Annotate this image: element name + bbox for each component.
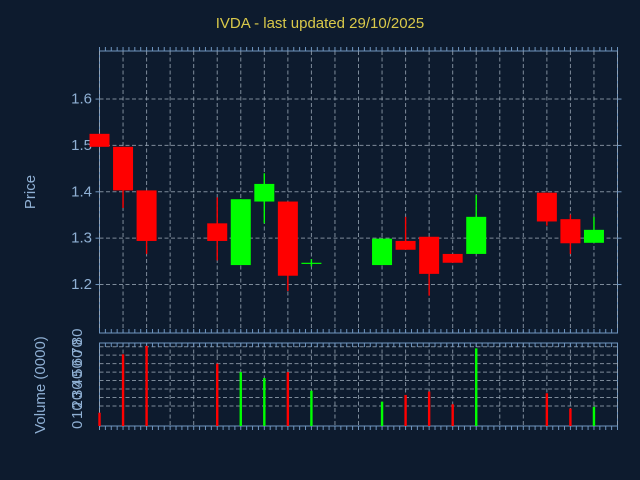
- svg-text:Volume (0000): Volume (0000): [32, 336, 49, 434]
- svg-text:1.5: 1.5: [71, 137, 92, 154]
- svg-text:1.4: 1.4: [71, 183, 92, 200]
- svg-text:1.2: 1.2: [71, 276, 92, 293]
- svg-text:0: 0: [69, 421, 86, 429]
- svg-text:Price: Price: [22, 175, 39, 209]
- svg-text:1.3: 1.3: [71, 230, 92, 247]
- svg-text:IVDA - last updated 29/10/2025: IVDA - last updated 29/10/2025: [216, 15, 424, 32]
- svg-text:80: 80: [69, 329, 86, 346]
- svg-text:1.6: 1.6: [71, 91, 92, 108]
